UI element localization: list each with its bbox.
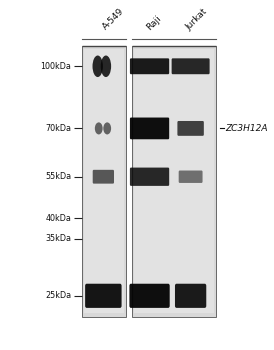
FancyBboxPatch shape (179, 170, 202, 183)
Text: 70kDa: 70kDa (45, 124, 71, 133)
Bar (132, 46, 216, 316)
Bar (84, 49, 124, 313)
FancyBboxPatch shape (175, 284, 206, 308)
Ellipse shape (101, 56, 111, 77)
Text: A-549: A-549 (101, 7, 126, 32)
FancyBboxPatch shape (85, 284, 122, 308)
Bar (82, 46, 127, 316)
Text: ZC3H12A: ZC3H12A (225, 124, 268, 133)
FancyBboxPatch shape (129, 284, 170, 308)
Text: 100kDa: 100kDa (40, 62, 71, 71)
Text: 40kDa: 40kDa (45, 214, 71, 223)
FancyBboxPatch shape (172, 58, 210, 74)
FancyBboxPatch shape (177, 121, 204, 136)
Bar (134, 49, 214, 313)
Text: Jurkat: Jurkat (184, 7, 209, 32)
FancyBboxPatch shape (130, 168, 169, 186)
Text: Raji: Raji (144, 14, 163, 32)
FancyBboxPatch shape (130, 58, 169, 74)
Ellipse shape (95, 122, 103, 134)
Text: 25kDa: 25kDa (45, 291, 71, 300)
Ellipse shape (93, 56, 103, 77)
Text: 35kDa: 35kDa (45, 234, 71, 243)
Ellipse shape (103, 122, 111, 134)
Text: 55kDa: 55kDa (45, 172, 71, 181)
FancyBboxPatch shape (93, 170, 114, 184)
FancyBboxPatch shape (130, 118, 169, 139)
